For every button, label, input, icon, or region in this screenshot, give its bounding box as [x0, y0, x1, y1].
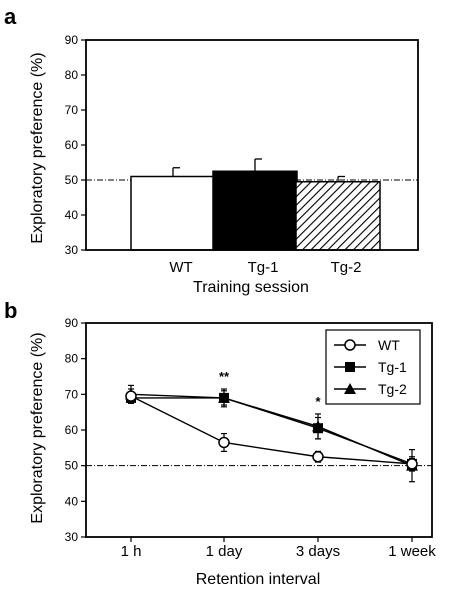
panel-b-data-point [312, 451, 324, 463]
panel-b-y-axis-title: Exploratory preference (%) [29, 332, 46, 523]
panel-b-x-tick-label: 1 h [121, 543, 142, 560]
panel-a: a Exploratory preference (%) 30 40 50 60 70 8… [4, 4, 419, 296]
panel-b-y-tick-label: 60 [65, 423, 79, 437]
panel-b-annotations: *** [219, 369, 322, 409]
panel-b-series-line [131, 397, 413, 465]
panel-b-y-tick-label: 80 [65, 352, 79, 366]
panel-a-y-axis-title: Exploratory preference (%) [29, 52, 46, 243]
panel-b-y-tick-label: 50 [65, 459, 79, 473]
panel-b-y-tick-label: 70 [65, 387, 79, 401]
panel-a-y-tick-label: 90 [65, 33, 79, 47]
panel-b-data-point [219, 392, 229, 403]
panel-a-y-ticks: 30 40 50 60 70 80 90 [65, 33, 86, 257]
panel-b-data-point [313, 423, 323, 434]
panel-a-x-tick-label: Tg-2 [331, 259, 362, 276]
panel-b-letter: b [4, 298, 17, 323]
panel-b-plot-frame [85, 322, 433, 538]
panel-b-x-tick-label: 1 day [206, 543, 243, 560]
panel-b-y-tick-label: 40 [65, 494, 79, 508]
panel-a-bar [295, 181, 381, 251]
panel-a-y-tick-label: 50 [65, 173, 79, 187]
panel-a-y-tick-label: 60 [65, 138, 79, 152]
panel-b-y-tick-label: 30 [65, 530, 79, 544]
panel-b-significance-label: * [315, 394, 321, 409]
panel-b-x-axis-title: Retention interval [196, 571, 321, 588]
panel-b-series [125, 384, 418, 483]
panel-b-x-tick-label: 1 week [388, 543, 436, 560]
panel-b-legend-label: Tg-2 [378, 381, 407, 397]
panel-a-y-tick-label: 70 [65, 103, 79, 117]
panel-b-legend-marker [344, 339, 356, 351]
panel-a-bars [130, 158, 381, 251]
panel-b-x-ticks: 1 h 1 day 3 days 1 week [121, 537, 436, 560]
panel-b-legend-label: WT [378, 337, 400, 353]
panel-a-y-tick-label: 80 [65, 68, 79, 82]
panel-b-significance-label: ** [219, 369, 230, 384]
panel-a-x-ticks: WT Tg-1 Tg-2 [169, 259, 361, 276]
panel-a-letter: a [4, 4, 17, 29]
panel-a-y-tick-label: 40 [65, 208, 79, 222]
panel-b-x-tick-label: 3 days [296, 543, 340, 560]
panel-b: b Exploratory preference (%) 30 40 50 60 70 8… [4, 298, 436, 588]
panel-a-y-tick-label: 30 [65, 243, 79, 257]
panel-b-data-point [125, 390, 137, 402]
panel-b-legend-label: Tg-1 [378, 359, 407, 375]
panel-b-legend-marker [344, 383, 356, 394]
panel-b-series-line [130, 395, 413, 465]
panel-a-plot-frame [85, 39, 419, 251]
panel-b-data-point [406, 458, 418, 470]
panel-a-x-axis-title: Training session [193, 279, 309, 296]
panel-a-x-tick-label: Tg-1 [248, 259, 279, 276]
panel-b-y-ticks: 30 40 50 60 70 80 90 [65, 316, 86, 544]
panel-a-bar [130, 175, 216, 251]
panel-b-series-line [130, 393, 413, 467]
panel-a-bar [212, 170, 298, 251]
panel-b-y-tick-label: 90 [65, 316, 79, 330]
panel-b-data-point [218, 436, 230, 449]
panel-b-legend-marker [345, 362, 355, 372]
panel-b-series-wt [125, 388, 418, 470]
panel-a-x-tick-label: WT [169, 259, 192, 276]
panel-b-legend: WT Tg-1 Tg-2 [325, 329, 421, 405]
